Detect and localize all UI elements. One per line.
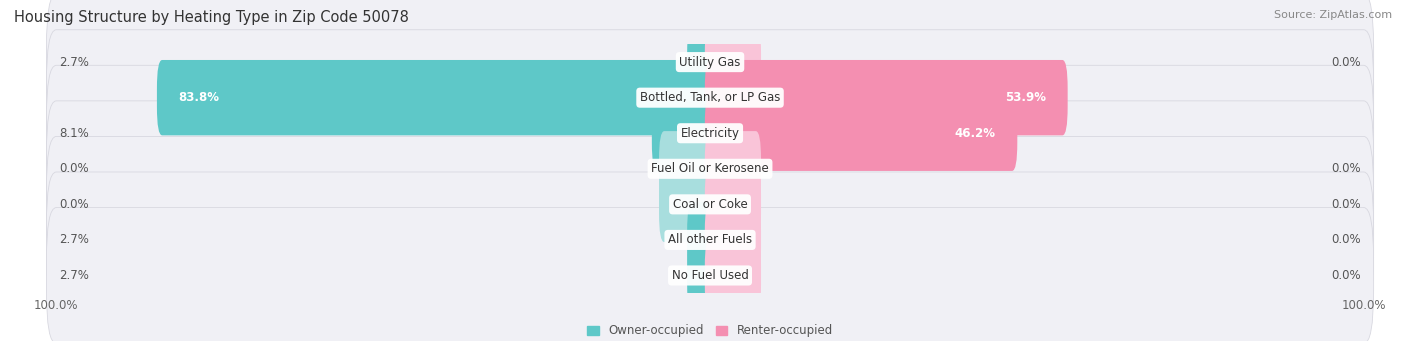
FancyBboxPatch shape bbox=[157, 60, 716, 135]
Text: Housing Structure by Heating Type in Zip Code 50078: Housing Structure by Heating Type in Zip… bbox=[14, 10, 409, 25]
FancyBboxPatch shape bbox=[46, 136, 1374, 272]
FancyBboxPatch shape bbox=[704, 25, 761, 100]
Text: 0.0%: 0.0% bbox=[59, 198, 89, 211]
FancyBboxPatch shape bbox=[688, 25, 716, 100]
Text: 83.8%: 83.8% bbox=[179, 91, 219, 104]
FancyBboxPatch shape bbox=[704, 238, 761, 313]
Text: All other Fuels: All other Fuels bbox=[668, 234, 752, 247]
Text: 0.0%: 0.0% bbox=[1331, 162, 1361, 175]
FancyBboxPatch shape bbox=[704, 95, 1018, 171]
Text: Electricity: Electricity bbox=[681, 127, 740, 140]
Text: 46.2%: 46.2% bbox=[955, 127, 995, 140]
FancyBboxPatch shape bbox=[46, 0, 1374, 130]
Text: 0.0%: 0.0% bbox=[1331, 269, 1361, 282]
Text: Coal or Coke: Coal or Coke bbox=[672, 198, 748, 211]
FancyBboxPatch shape bbox=[652, 95, 716, 171]
Text: 2.7%: 2.7% bbox=[59, 56, 90, 69]
Text: 0.0%: 0.0% bbox=[1331, 56, 1361, 69]
Text: 0.0%: 0.0% bbox=[59, 162, 89, 175]
FancyBboxPatch shape bbox=[704, 131, 761, 207]
FancyBboxPatch shape bbox=[46, 172, 1374, 308]
Text: Fuel Oil or Kerosene: Fuel Oil or Kerosene bbox=[651, 162, 769, 175]
FancyBboxPatch shape bbox=[688, 202, 716, 278]
Text: No Fuel Used: No Fuel Used bbox=[672, 269, 748, 282]
Text: 2.7%: 2.7% bbox=[59, 269, 90, 282]
FancyBboxPatch shape bbox=[46, 30, 1374, 166]
FancyBboxPatch shape bbox=[46, 101, 1374, 237]
Text: 0.0%: 0.0% bbox=[1331, 198, 1361, 211]
FancyBboxPatch shape bbox=[46, 208, 1374, 341]
FancyBboxPatch shape bbox=[704, 60, 1067, 135]
FancyBboxPatch shape bbox=[688, 238, 716, 313]
Text: 53.9%: 53.9% bbox=[1005, 91, 1046, 104]
FancyBboxPatch shape bbox=[659, 131, 716, 207]
Text: Utility Gas: Utility Gas bbox=[679, 56, 741, 69]
Text: 8.1%: 8.1% bbox=[59, 127, 89, 140]
Text: Bottled, Tank, or LP Gas: Bottled, Tank, or LP Gas bbox=[640, 91, 780, 104]
Legend: Owner-occupied, Renter-occupied: Owner-occupied, Renter-occupied bbox=[582, 320, 838, 341]
FancyBboxPatch shape bbox=[704, 167, 761, 242]
FancyBboxPatch shape bbox=[704, 202, 761, 278]
FancyBboxPatch shape bbox=[46, 65, 1374, 201]
Text: 0.0%: 0.0% bbox=[1331, 234, 1361, 247]
Text: Source: ZipAtlas.com: Source: ZipAtlas.com bbox=[1274, 10, 1392, 20]
Text: 2.7%: 2.7% bbox=[59, 234, 90, 247]
FancyBboxPatch shape bbox=[659, 167, 716, 242]
